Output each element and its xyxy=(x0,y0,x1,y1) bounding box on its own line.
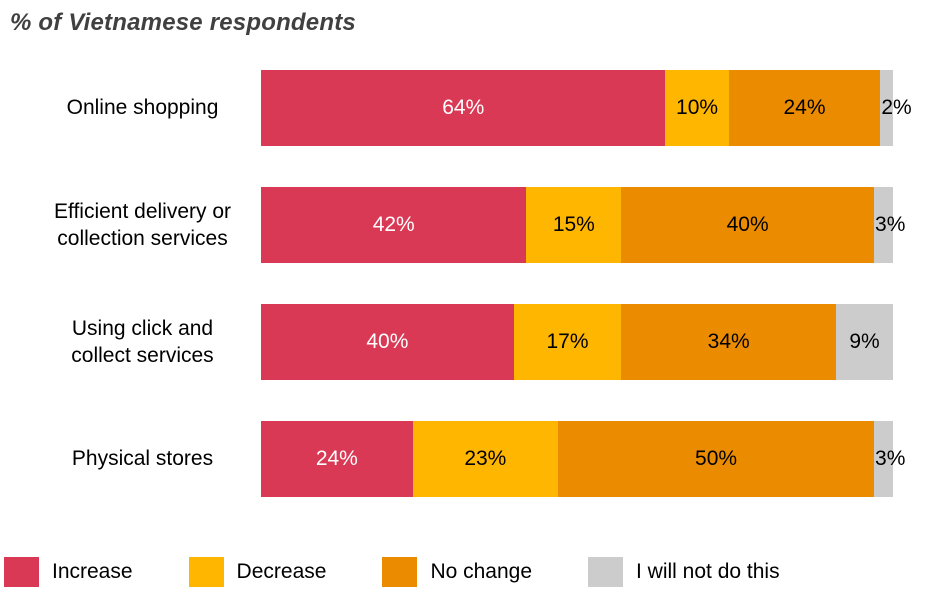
legend-swatch xyxy=(588,557,624,587)
category-label: Efficient delivery or collection service… xyxy=(53,199,232,250)
category-label: Physical stores xyxy=(71,447,214,471)
bar-segment: 15% xyxy=(526,187,622,263)
bar-row: Using click and collect services 40% 17% 34… xyxy=(0,304,931,380)
bar-segment: 64% xyxy=(261,70,666,146)
bar-segment-label: 3% xyxy=(875,213,906,236)
bar-segment-label: 34% xyxy=(707,330,750,353)
stacked-bar: 42% 15% 40% 3% xyxy=(261,187,905,263)
bar-segment: 34% xyxy=(621,304,837,380)
bar-segment: 23% xyxy=(412,421,559,497)
bar-segment-label: 3% xyxy=(875,447,906,470)
bar-segment-label: 64% xyxy=(442,96,485,119)
legend-label: Increase xyxy=(52,560,133,583)
stacked-bar: 64% 10% 24% 2% xyxy=(261,70,912,146)
legend-swatch xyxy=(4,557,39,587)
bar-segment-label: 50% xyxy=(695,447,738,470)
legend-item: Increase xyxy=(4,557,133,587)
bar-segment: 40% xyxy=(621,187,875,263)
bar-segment: 24% xyxy=(728,70,881,146)
bar-segment-label: 40% xyxy=(726,213,769,236)
bar-segment-label: 40% xyxy=(366,330,409,353)
bar-segment: 42% xyxy=(261,187,527,263)
bar-segment: 3% xyxy=(874,421,905,497)
stacked-bar-chart: Online shopping 64% 10% 24% 2% Efficient deli… xyxy=(0,70,931,497)
bar-segment: 40% xyxy=(261,304,514,380)
chart-title: % of Vietnamese respondents xyxy=(10,9,356,36)
legend-swatch xyxy=(188,557,224,587)
bar-segment: 17% xyxy=(513,304,622,380)
bar-segment-label: 2% xyxy=(881,96,912,119)
bar-segment-label: 15% xyxy=(552,213,595,236)
legend-label: I will not do this xyxy=(636,560,780,583)
bar-row: Efficient delivery or collection service… xyxy=(0,187,931,263)
bar-segment-label: 17% xyxy=(546,330,589,353)
legend-item: No change xyxy=(382,557,532,587)
bar-segment-label: 24% xyxy=(783,96,826,119)
bar-segment: 24% xyxy=(261,421,413,497)
bar-segment-label: 23% xyxy=(464,447,507,470)
bar-segment: 2% xyxy=(880,70,912,146)
bar-row: Online shopping 64% 10% 24% 2% xyxy=(0,70,931,146)
category-label: Using click and collect services xyxy=(71,316,214,367)
bar-segment-label: 9% xyxy=(849,330,880,353)
legend-item: Decrease xyxy=(188,557,327,587)
legend-swatch xyxy=(382,557,418,587)
legend: Increase Decrease No change I will not do t… xyxy=(4,557,780,587)
bar-segment-label: 10% xyxy=(676,96,719,119)
bar-row: Physical stores 24% 23% 50% 3% xyxy=(0,421,931,497)
category-label: Online shopping xyxy=(66,96,219,120)
bar-segment-label: 42% xyxy=(372,213,415,236)
legend-label: No change xyxy=(430,560,533,583)
bar-segment: 10% xyxy=(665,70,729,146)
stacked-bar: 24% 23% 50% 3% xyxy=(261,421,905,497)
bar-segment-label: 24% xyxy=(315,447,358,470)
bar-segment: 50% xyxy=(558,421,875,497)
bar-segment: 9% xyxy=(836,304,893,380)
stacked-bar: 40% 17% 34% 9% xyxy=(261,304,893,380)
legend-label: Decrease xyxy=(236,560,327,583)
legend-item: I will not do this xyxy=(588,557,780,587)
bar-segment: 3% xyxy=(874,187,905,263)
